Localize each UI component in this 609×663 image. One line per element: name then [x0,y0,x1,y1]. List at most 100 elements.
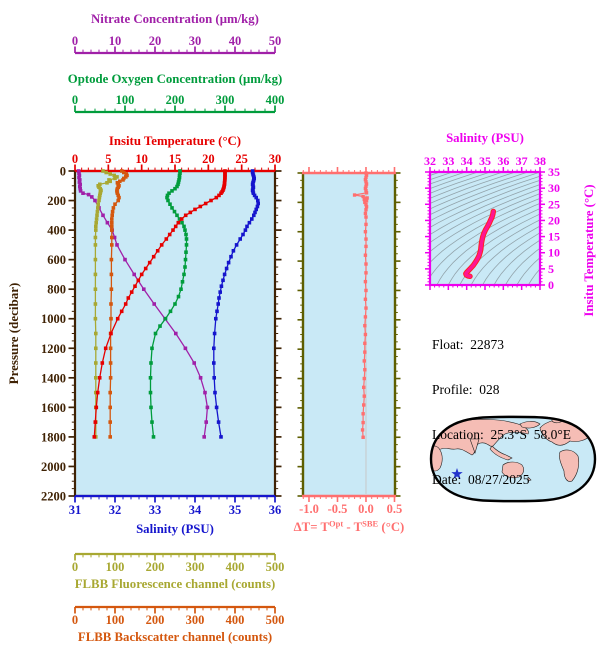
svg-text:35: 35 [548,165,560,179]
svg-text:0: 0 [60,165,66,179]
svg-text:200: 200 [146,613,165,627]
profile-number-line: Profile: 028 [432,382,500,397]
svg-text:100: 100 [106,560,125,574]
svg-text:10: 10 [548,246,560,260]
svg-text:FLBB Backscatter channel (coun: FLBB Backscatter channel (counts) [78,630,272,644]
svg-text:36: 36 [269,503,282,517]
svg-text:-1.0: -1.0 [299,502,319,516]
svg-text:0.0: 0.0 [358,502,374,516]
world-map [429,415,597,503]
svg-text:Salinity (PSU): Salinity (PSU) [136,522,214,536]
svg-text:50: 50 [269,34,282,48]
fluorescence-axis: 0 100 200 300 400 500 FLBB Fluorescence channe… [72,552,285,591]
ts-diagram-panel: 32 33 34 35 36 37 38 Salinity (PSU) 0 5 10 15 20 25 30… [424,131,596,317]
svg-text:20: 20 [149,34,162,48]
svg-text:0: 0 [72,93,78,107]
ts-curve [464,209,495,278]
svg-text:200: 200 [166,93,185,107]
svg-text:Insitu Temperature (°C): Insitu Temperature (°C) [582,184,596,316]
svg-text:1600: 1600 [41,401,66,415]
svg-text:0: 0 [72,613,78,627]
svg-text:10: 10 [109,34,122,48]
svg-text:400: 400 [47,224,66,238]
svg-text:400: 400 [226,560,245,574]
svg-text:Insitu Temperature (°C): Insitu Temperature (°C) [109,134,241,148]
svg-text:2000: 2000 [41,460,66,474]
svg-text:37: 37 [516,154,528,168]
svg-text:FLBB Fluorescence channel (cou: FLBB Fluorescence channel (counts) [75,577,276,591]
isopycnal-contours [430,172,540,285]
svg-text:15: 15 [548,230,560,244]
svg-text:200: 200 [47,194,66,208]
svg-text:100: 100 [116,93,135,107]
svg-text:20: 20 [548,213,560,227]
svg-text:1800: 1800 [41,430,66,444]
svg-text:1200: 1200 [41,342,66,356]
series-nitrate [76,169,210,439]
svg-text:32: 32 [109,503,122,517]
svg-text:300: 300 [216,93,235,107]
svg-text:800: 800 [47,283,66,297]
float-location-star [451,468,463,479]
svg-text:32: 32 [424,154,436,168]
salinity-axis: 31 32 33 34 35 36 Salinity (PSU) [69,494,282,536]
svg-text:500: 500 [266,560,285,574]
svg-text:38: 38 [534,154,546,168]
svg-text:30: 30 [189,34,202,48]
svg-text:Nitrate Concentration (μm/kg): Nitrate Concentration (μm/kg) [91,12,259,26]
svg-text:31: 31 [69,503,82,517]
svg-text:300: 300 [186,613,205,627]
svg-text:30: 30 [269,152,282,166]
svg-text:25: 25 [235,152,248,166]
pressure-axis: 0 200 400 600 800 1000 1200 1400 1600 1800 2000 220… [6,165,282,504]
svg-text:30: 30 [548,181,560,195]
float-info-panel: Float: 22873 Profile: 028 Location: 25.3… [432,307,571,517]
svg-text:40: 40 [229,34,242,48]
svg-text:5: 5 [105,152,111,166]
svg-text:Salinity (PSU): Salinity (PSU) [446,131,524,145]
backscatter-axis: 0 100 200 300 400 500 FLBB Backscatter channel… [72,605,285,644]
svg-text:1400: 1400 [41,371,66,385]
map-outline [429,415,597,503]
svg-text:10: 10 [135,152,148,166]
svg-text:1000: 1000 [41,312,66,326]
svg-text:0.5: 0.5 [387,502,403,516]
svg-text:35: 35 [229,503,242,517]
svg-text:2200: 2200 [41,490,66,504]
oxygen-axis: 0 100 200 300 400 Optode Oxygen Concentration… [68,72,285,114]
svg-text:Pressure (decibar): Pressure (decibar) [6,283,21,385]
nitrate-axis: 0 10 20 30 40 50 Nitrate Concentration (μm/kg) [72,12,282,55]
svg-text:0: 0 [72,152,78,166]
svg-text:400: 400 [266,93,285,107]
svg-text:25: 25 [548,197,560,211]
delta-t-panel: -1.0 -0.5 0.0 0.5 ΔT= TOpt - TSBE (°C) [294,167,405,535]
svg-text:34: 34 [189,503,202,517]
svg-text:33: 33 [442,154,454,168]
series-salinity [212,169,260,439]
svg-text:100: 100 [106,613,125,627]
svg-text:500: 500 [266,613,285,627]
svg-text:400: 400 [226,613,245,627]
delta-t-axis-label: ΔT= TOpt - TSBE (°C) [294,519,405,535]
float-id-line: Float: 22873 [432,337,505,352]
svg-text:200: 200 [146,560,165,574]
date-line: Date: 08/27/2025 [432,472,530,487]
svg-text:300: 300 [186,560,205,574]
series-oxygen [148,169,189,439]
svg-text:0: 0 [72,34,78,48]
svg-text:34: 34 [461,154,473,168]
map-landmasses [431,416,593,482]
main-profile-plot: 0200400600800100012001400160018002000220… [6,12,284,644]
svg-text:0: 0 [72,560,78,574]
svg-text:0: 0 [548,278,554,292]
svg-text:600: 600 [47,253,66,267]
svg-text:20: 20 [202,152,215,166]
svg-text:-0.5: -0.5 [328,502,348,516]
location-line: Location: 25.3°S 58.0°E [432,427,572,442]
temperature-axis: 0 5 10 15 20 25 30 Insitu Temperature (°C) [72,134,282,173]
svg-text:15: 15 [169,152,182,166]
svg-text:36: 36 [497,154,509,168]
svg-text:35: 35 [479,154,491,168]
